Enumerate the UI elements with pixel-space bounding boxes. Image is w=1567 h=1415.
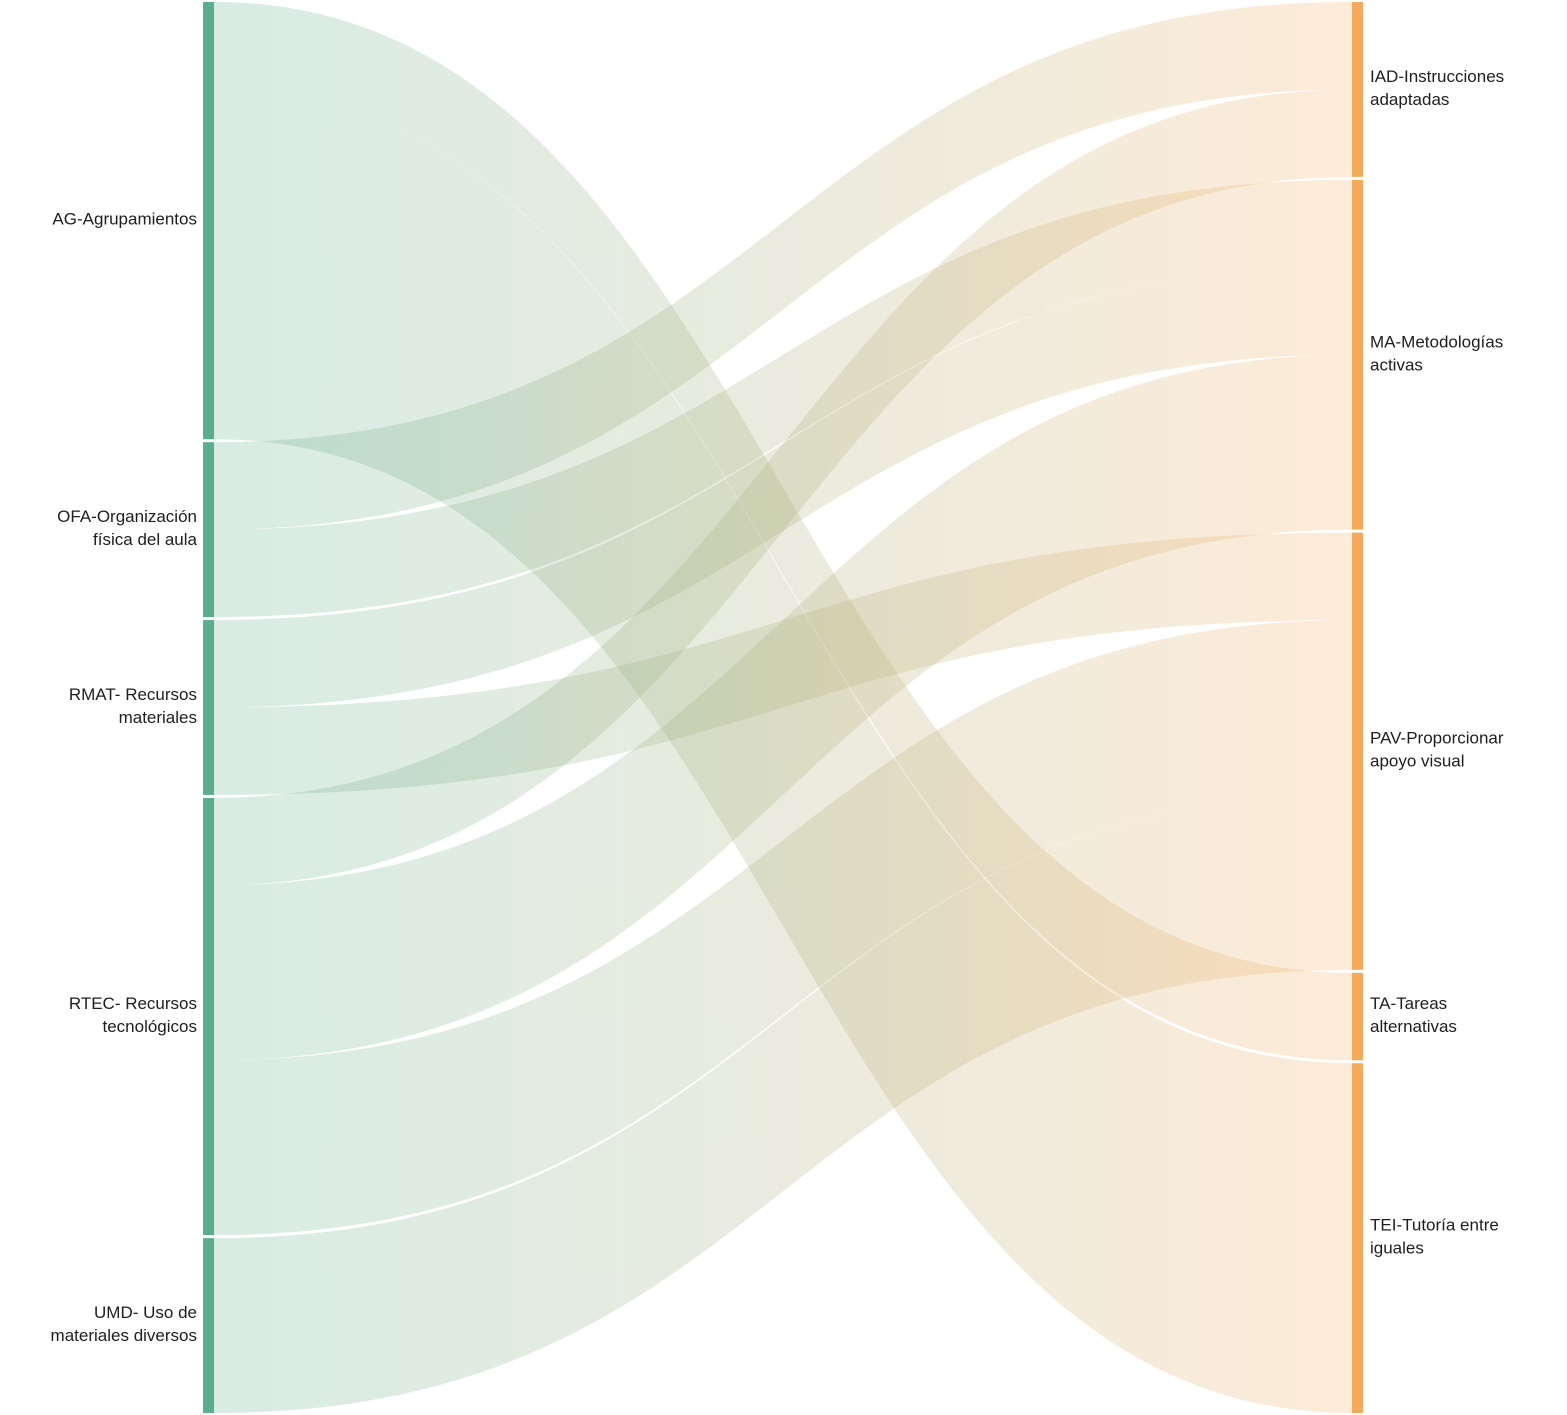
node-label-line: UMD- Uso de <box>94 1304 197 1323</box>
node-label: TEI-Tutoría entre iguales <box>1370 1216 1499 1258</box>
sankey-node <box>203 1238 214 1413</box>
node-label: MA-Metodologías activas <box>1370 333 1503 375</box>
node-label: OFA-Organización física del aula <box>57 508 197 550</box>
node-label-line: PAV-Proporcionar <box>1370 729 1504 748</box>
node-label-line: adaptadas <box>1370 90 1449 109</box>
node-label-line: RTEC- Recursos <box>69 995 197 1014</box>
node-label: RMAT- Recursos materiales <box>69 685 197 727</box>
node-label-line: materiales diversos <box>51 1327 197 1346</box>
node-label-line: TA-Tareas <box>1370 995 1447 1014</box>
node-label-line: tecnológicos <box>102 1018 197 1037</box>
sankey-node <box>1352 532 1363 970</box>
sankey-node <box>203 620 214 795</box>
node-label-line: iguales <box>1370 1239 1424 1258</box>
node-label-line: AG-Agrupamientos <box>52 210 197 229</box>
sankey-node <box>1352 1063 1363 1413</box>
node-label: RTEC- Recursos tecnológicos <box>69 995 197 1037</box>
sankey-link <box>214 620 1352 1236</box>
sankey-link <box>214 89 1352 886</box>
sankey-link <box>214 2 1352 530</box>
sankey-node <box>1352 2 1363 177</box>
node-label-line: RMAT- Recursos <box>69 685 197 704</box>
sankey-node <box>203 797 214 1236</box>
node-label-line: IAD-Instrucciones <box>1370 67 1504 86</box>
sankey-link <box>214 179 1352 618</box>
node-label: AG-Agrupamientos <box>52 210 197 229</box>
node-label: UMD- Uso de materiales diversos <box>51 1304 197 1346</box>
node-label: IAD-Instrucciones adaptadas <box>1370 67 1504 109</box>
node-label-line: TEI-Tutoría entre <box>1370 1216 1499 1235</box>
node-label: PAV-Proporcionar apoyo visual <box>1370 729 1504 771</box>
sankey-node <box>203 442 214 618</box>
node-label-line: MA-Metodologías <box>1370 333 1503 352</box>
node-label-line: apoyo visual <box>1370 752 1465 771</box>
node-label: TA-Tareas alternativas <box>1370 995 1457 1037</box>
node-label-line: física del aula <box>93 531 197 550</box>
node-label-line: activas <box>1370 356 1423 375</box>
sankey-link <box>214 354 1352 1061</box>
sankey-node <box>1352 972 1363 1061</box>
sankey-link <box>214 794 1352 1413</box>
node-label-line: OFA-Organización <box>57 508 197 527</box>
sankey-node <box>1352 179 1363 530</box>
node-label-line: materiales <box>119 708 197 727</box>
node-label-line: alternativas <box>1370 1018 1457 1037</box>
sankey-node <box>203 2 214 440</box>
